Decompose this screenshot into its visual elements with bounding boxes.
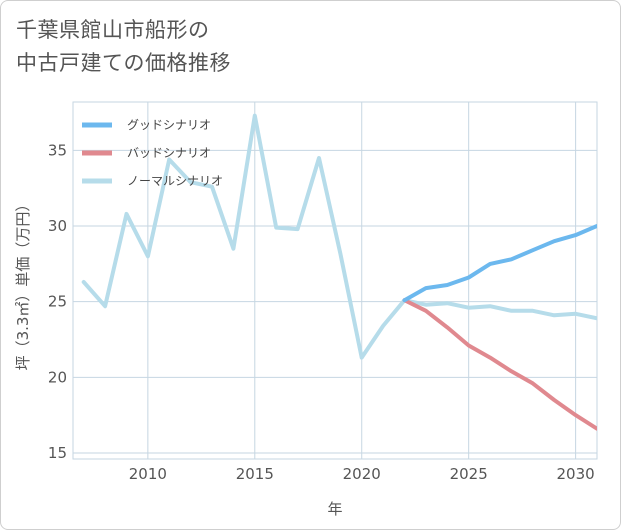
series-line-1: [402, 298, 597, 431]
legend-label: バッドシナリオ: [127, 146, 211, 160]
y-axis-label: 坪（3.3㎡）単価（万円）: [14, 197, 32, 371]
chart-title-line-2: 中古戸建ての価格推移: [16, 51, 231, 75]
x-tick-label: 2025: [450, 465, 488, 483]
legend-label: グッドシナリオ: [127, 118, 211, 132]
x-axis-label: 年: [327, 500, 342, 518]
grid-lines: [72, 101, 598, 460]
y-tick-label: 30: [48, 217, 67, 235]
plot-area: [72, 101, 598, 460]
y-tick-label: 25: [48, 293, 67, 311]
legend-label: ノーマルシナリオ: [127, 174, 223, 188]
y-tick-label: 20: [48, 368, 67, 386]
x-axis-ticks: 2010 2015 2020 2025 2030: [129, 465, 595, 483]
y-axis-ticks: 15 20 25 30 35: [48, 141, 67, 462]
chart-title-line-1: 千葉県館山市船形の: [16, 18, 210, 42]
chart-title: 千葉県館山市船形の 中古戸建ての価格推移: [16, 14, 536, 80]
x-tick-label: 2015: [236, 465, 274, 483]
x-tick-label: 2020: [343, 465, 381, 483]
series-line-0: [402, 224, 597, 303]
series-line-2: [81, 113, 597, 360]
y-tick-label: 15: [48, 444, 67, 462]
x-tick-label: 2010: [129, 465, 167, 483]
x-tick-label: 2030: [557, 465, 595, 483]
y-tick-label: 35: [48, 141, 67, 159]
series-lines: [81, 113, 597, 431]
